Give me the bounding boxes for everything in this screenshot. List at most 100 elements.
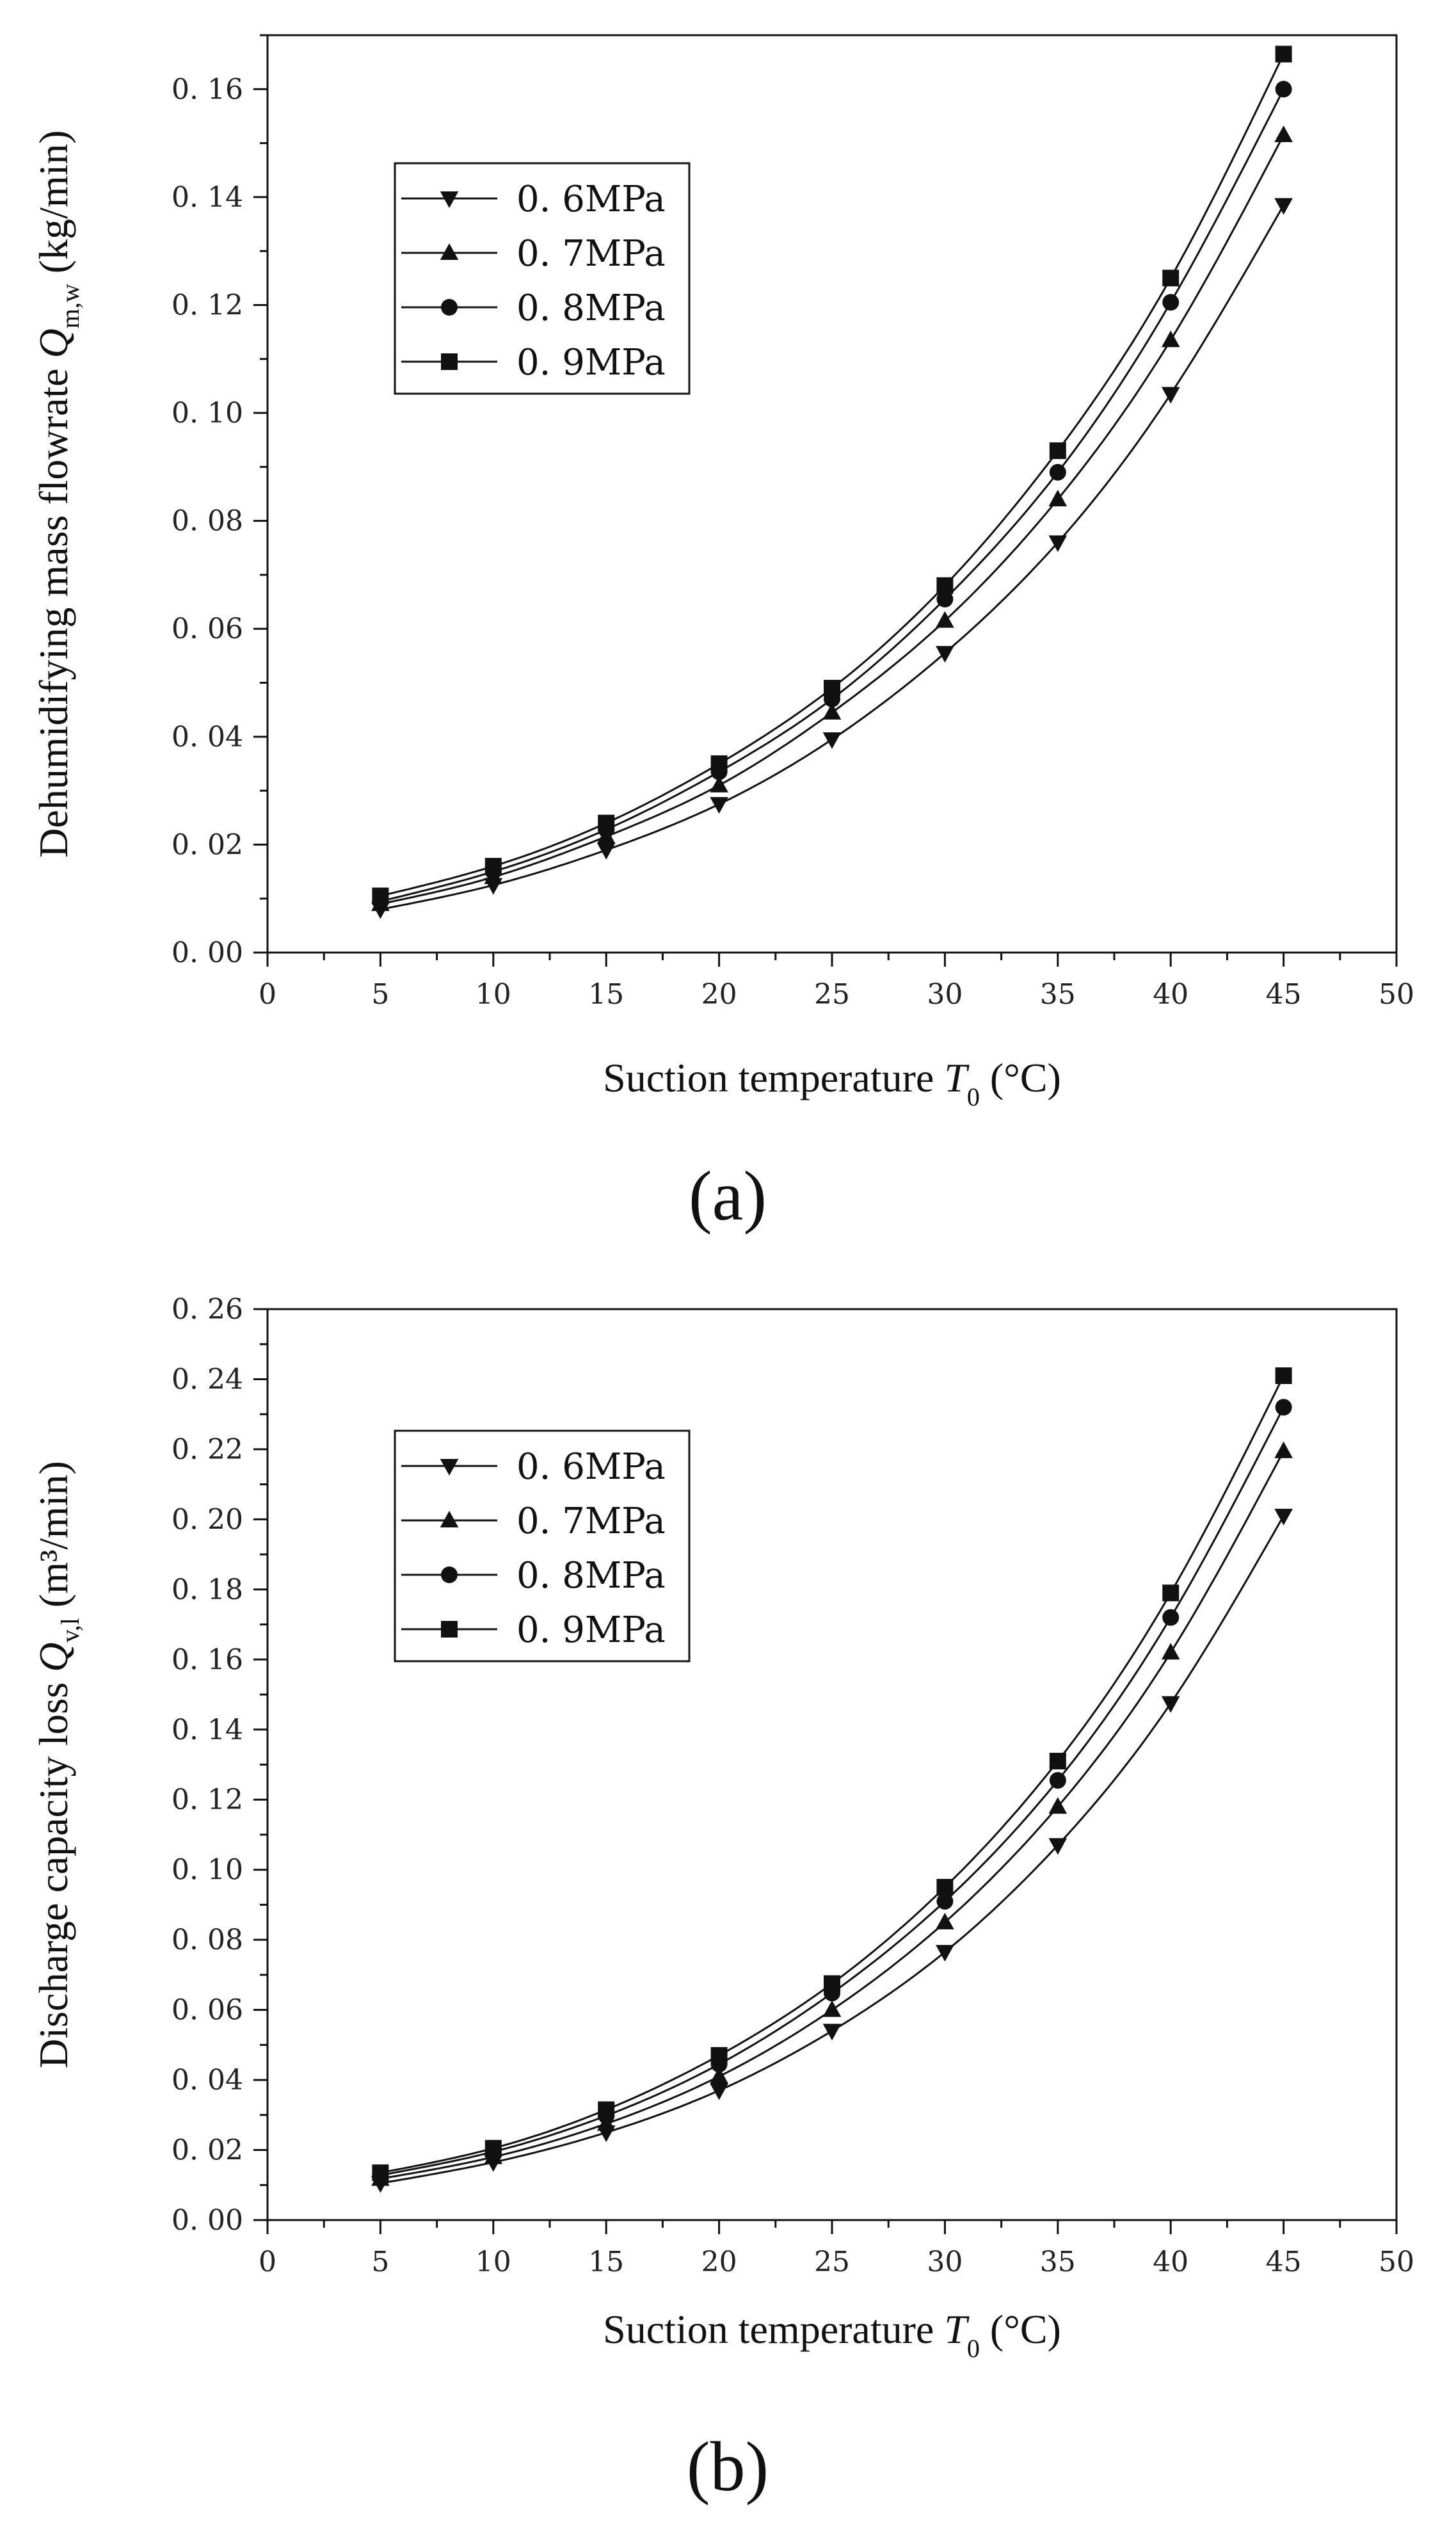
- series-09mpa: [372, 1367, 1292, 2182]
- y-axis-title-var: Q: [31, 1643, 76, 1672]
- y-axis-title-main: Discharge capacity loss: [31, 1672, 76, 2068]
- data-point: [1049, 463, 1066, 481]
- y-tick-label: 0. 20: [172, 1503, 243, 1536]
- data-point: [1275, 45, 1292, 63]
- y-tick-label: 0. 14: [172, 1714, 243, 1746]
- data-point: [1049, 1753, 1066, 1770]
- legend-label: 0. 9MPa: [516, 342, 666, 383]
- x-tick-label: 20: [701, 2246, 737, 2278]
- legend-marker: [441, 299, 458, 316]
- data-point: [936, 577, 954, 594]
- data-point: [936, 590, 954, 608]
- data-point: [598, 814, 615, 832]
- data-point: [710, 2083, 728, 2100]
- y-axis-title-main: Dehumidifying mass flowrate: [31, 358, 76, 857]
- data-point: [1161, 330, 1180, 348]
- data-point: [484, 858, 502, 875]
- y-tick-label: 0. 10: [172, 397, 243, 430]
- x-axis-title: Suction temperature T0 (°C): [603, 1055, 1061, 1111]
- x-axis-title-var: T: [944, 1055, 970, 1100]
- legend-marker: [441, 1566, 458, 1583]
- y-tick-label: 0. 00: [172, 937, 243, 969]
- legend-marker: [440, 243, 459, 261]
- data-point: [936, 1912, 954, 1929]
- chart-panel-b: 0 5 10 15 20 25 30 35 40 45 50 0. 00 0. 02 0. 04 0. 06…: [31, 1293, 1414, 2506]
- legend-marker: [440, 1458, 459, 1476]
- y-tick-label: 0. 02: [172, 2134, 243, 2167]
- y-tick-label: 0. 08: [172, 505, 243, 538]
- data-point: [936, 646, 954, 663]
- data-point: [824, 679, 840, 696]
- x-axis-title-sub: 0: [967, 1083, 980, 1111]
- data-point: [822, 732, 842, 749]
- y-axis-title: Dehumidifying mass flowrate Qm,w (kg/min…: [31, 130, 84, 857]
- x-axis-title-main: Suction temperature: [603, 1055, 944, 1100]
- x-tick-label: 40: [1153, 978, 1188, 1011]
- x-tick-label: 30: [927, 2246, 963, 2278]
- x-tick-label: 45: [1266, 2246, 1302, 2278]
- x-tick-label: 35: [1040, 978, 1076, 1011]
- chart-panel-a: 0 5 10 15 20 25 30 35 40 45 50 0. 00 0. 02 0. 04 0. 06…: [31, 34, 1414, 1235]
- y-tick-label: 0. 18: [172, 1574, 243, 1606]
- legend-label: 0. 7MPa: [516, 1501, 666, 1542]
- data-point: [710, 2066, 728, 2084]
- x-tick-label: 0: [259, 978, 276, 1011]
- data-point: [372, 2164, 389, 2182]
- data-point: [1161, 387, 1180, 404]
- y-tick-label: 0. 26: [172, 1293, 243, 1326]
- legend: 0. 6MPa 0. 7MPa 0. 8MPa 0. 9MPa: [394, 162, 691, 395]
- y-axis-title: Discharge capacity loss Qv,l (m³/min): [31, 1461, 84, 2068]
- data-point: [1048, 489, 1068, 506]
- x-axis-title-sub: 0: [967, 2334, 980, 2363]
- x-tick-label: 0: [259, 2246, 276, 2278]
- data-point: [1274, 1441, 1293, 1458]
- x-tick-label: 40: [1153, 2246, 1188, 2278]
- data-point: [1048, 1797, 1068, 1814]
- data-point: [710, 755, 728, 772]
- data-point: [936, 1892, 954, 1910]
- data-point: [598, 2101, 615, 2118]
- y-tick-label: 0. 12: [172, 289, 243, 321]
- x-tick-label: 10: [476, 978, 511, 1011]
- y-tick-label: 0. 16: [172, 73, 243, 106]
- x-axis-title-main: Suction temperature: [603, 2307, 944, 2352]
- data-point: [1048, 1838, 1068, 1855]
- legend-marker: [441, 353, 458, 370]
- x-tick-label: 35: [1040, 2246, 1076, 2278]
- y-axis-title-unit: (m³/min): [31, 1461, 76, 1618]
- legend-label: 0. 6MPa: [516, 1446, 666, 1488]
- data-point: [1275, 81, 1292, 98]
- legend-label: 0. 8MPa: [516, 1555, 666, 1597]
- y-tick-label: 0. 14: [172, 181, 243, 214]
- x-tick-label: 10: [476, 2246, 511, 2278]
- y-tick-label: 0. 08: [172, 1924, 243, 1956]
- data-point: [1049, 442, 1066, 460]
- legend-label: 0. 8MPa: [516, 287, 666, 329]
- data-point: [1162, 294, 1180, 311]
- data-point: [822, 702, 842, 720]
- legend-marker: [441, 1621, 458, 1638]
- data-point: [936, 1879, 954, 1896]
- y-axis-title-unit: (kg/min): [31, 130, 76, 284]
- x-axis-title-unit: (°C): [980, 1055, 1061, 1100]
- data-point: [1162, 270, 1180, 287]
- y-tick-label: 0. 22: [172, 1433, 243, 1466]
- data-point: [710, 775, 728, 793]
- data-point: [1162, 1609, 1180, 1626]
- data-point: [1275, 1367, 1292, 1384]
- x-tick-label: 50: [1379, 978, 1414, 1011]
- y-axis-title-sub: m,w: [56, 284, 84, 328]
- y-tick-label: 0. 04: [172, 2064, 243, 2097]
- x-tick-label: 5: [371, 2246, 389, 2278]
- x-tick-label: 15: [588, 978, 624, 1011]
- x-tick-label: 30: [927, 978, 963, 1011]
- panel-label: (b): [687, 2427, 769, 2506]
- data-point: [824, 1975, 840, 1992]
- legend-marker: [440, 1511, 459, 1528]
- legend-marker: [440, 191, 459, 208]
- x-tick-label: 20: [701, 978, 737, 1011]
- y-axis-title-var: Q: [31, 328, 76, 358]
- y-tick-label: 0. 00: [172, 2204, 243, 2237]
- y-tick-label: 0. 16: [172, 1643, 243, 1676]
- data-point: [936, 1945, 954, 1962]
